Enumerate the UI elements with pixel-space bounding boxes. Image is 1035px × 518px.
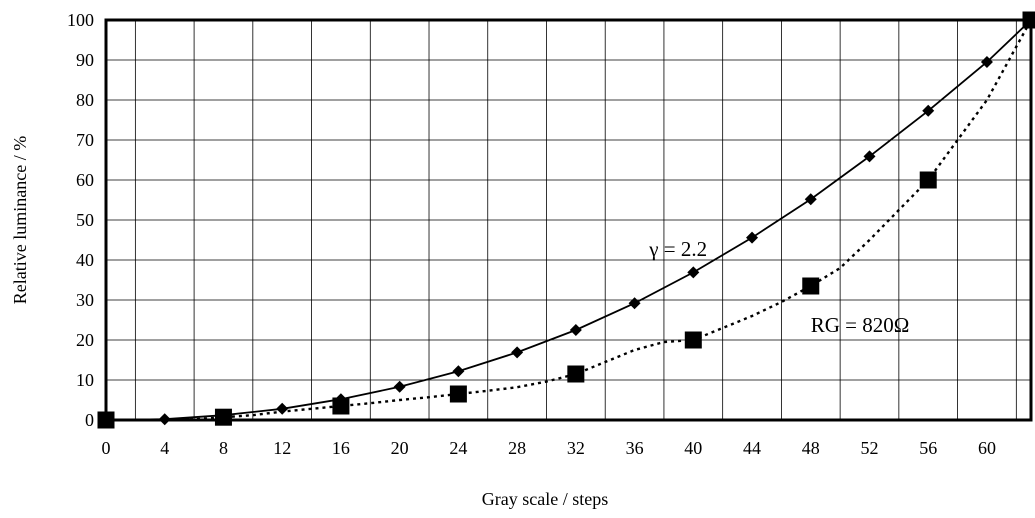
plot-frame xyxy=(104,18,1033,422)
x-tick-label: 60 xyxy=(978,438,996,458)
diamond-marker xyxy=(276,402,289,415)
diamond-marker xyxy=(628,297,641,310)
diamond-marker xyxy=(746,231,759,244)
y-tick-label: 80 xyxy=(76,90,94,110)
diamond-marker xyxy=(980,56,993,68)
annotation-label: γ = 2.2 xyxy=(648,237,707,261)
y-tick-label: 30 xyxy=(76,290,94,310)
x-tick-label: 0 xyxy=(102,438,111,458)
x-tick-label: 32 xyxy=(567,438,585,458)
x-tick-label: 28 xyxy=(508,438,526,458)
x-tick-label: 52 xyxy=(860,438,878,458)
square-marker xyxy=(684,331,702,349)
y-tick-label: 50 xyxy=(76,210,94,230)
diamond-marker xyxy=(863,150,876,163)
diamond-marker xyxy=(922,104,935,117)
y-tick-label: 70 xyxy=(76,130,94,150)
annotation-label: RG = 820Ω xyxy=(811,313,910,337)
x-tick-label: 8 xyxy=(219,438,228,458)
x-axis-title: Gray scale / steps xyxy=(482,489,608,509)
series-line-2 xyxy=(106,19,1033,422)
y-tick-label: 90 xyxy=(76,50,94,70)
series-markers xyxy=(97,11,1035,429)
diamond-marker xyxy=(511,346,524,359)
x-tick-label: 16 xyxy=(332,438,350,458)
square-marker xyxy=(802,277,820,295)
y-tick-label: 60 xyxy=(76,170,94,190)
y-tick-label: 100 xyxy=(67,10,94,30)
square-marker xyxy=(332,397,350,415)
x-tick-label: 36 xyxy=(626,438,644,458)
square-marker xyxy=(919,171,937,189)
x-tick-label: 4 xyxy=(160,438,169,458)
x-tick-label: 48 xyxy=(802,438,820,458)
y-tick-label: 10 xyxy=(76,370,94,390)
square-marker xyxy=(214,408,232,426)
y-axis-title: Relative luminance / % xyxy=(10,136,30,304)
y-tick-label: 20 xyxy=(76,330,94,350)
x-tick-label: 24 xyxy=(449,438,467,458)
square-marker xyxy=(567,365,585,383)
diamond-marker xyxy=(393,380,406,393)
diamond-marker xyxy=(804,193,817,206)
x-tick-label: 40 xyxy=(684,438,702,458)
x-tick-label: 44 xyxy=(743,438,761,458)
annotations: γ = 2.2 RG = 820Ω xyxy=(648,237,909,337)
x-tick-label: 56 xyxy=(919,438,937,458)
diamond-marker xyxy=(452,365,465,378)
y-tick-labels: 0 10 20 30 40 50 60 70 80 90 100 xyxy=(67,10,94,430)
diamond-marker xyxy=(687,266,700,279)
square-marker xyxy=(449,385,467,403)
diamond-marker xyxy=(569,324,582,336)
y-tick-label: 0 xyxy=(85,410,94,430)
x-tick-labels: 0 4 8 12 16 20 24 28 32 36 40 44 48 52 56 60 xyxy=(102,438,996,458)
y-tick-label: 40 xyxy=(76,250,94,270)
x-tick-label: 20 xyxy=(391,438,409,458)
x-tick-label: 12 xyxy=(273,438,291,458)
grid-lines xyxy=(106,20,1031,420)
